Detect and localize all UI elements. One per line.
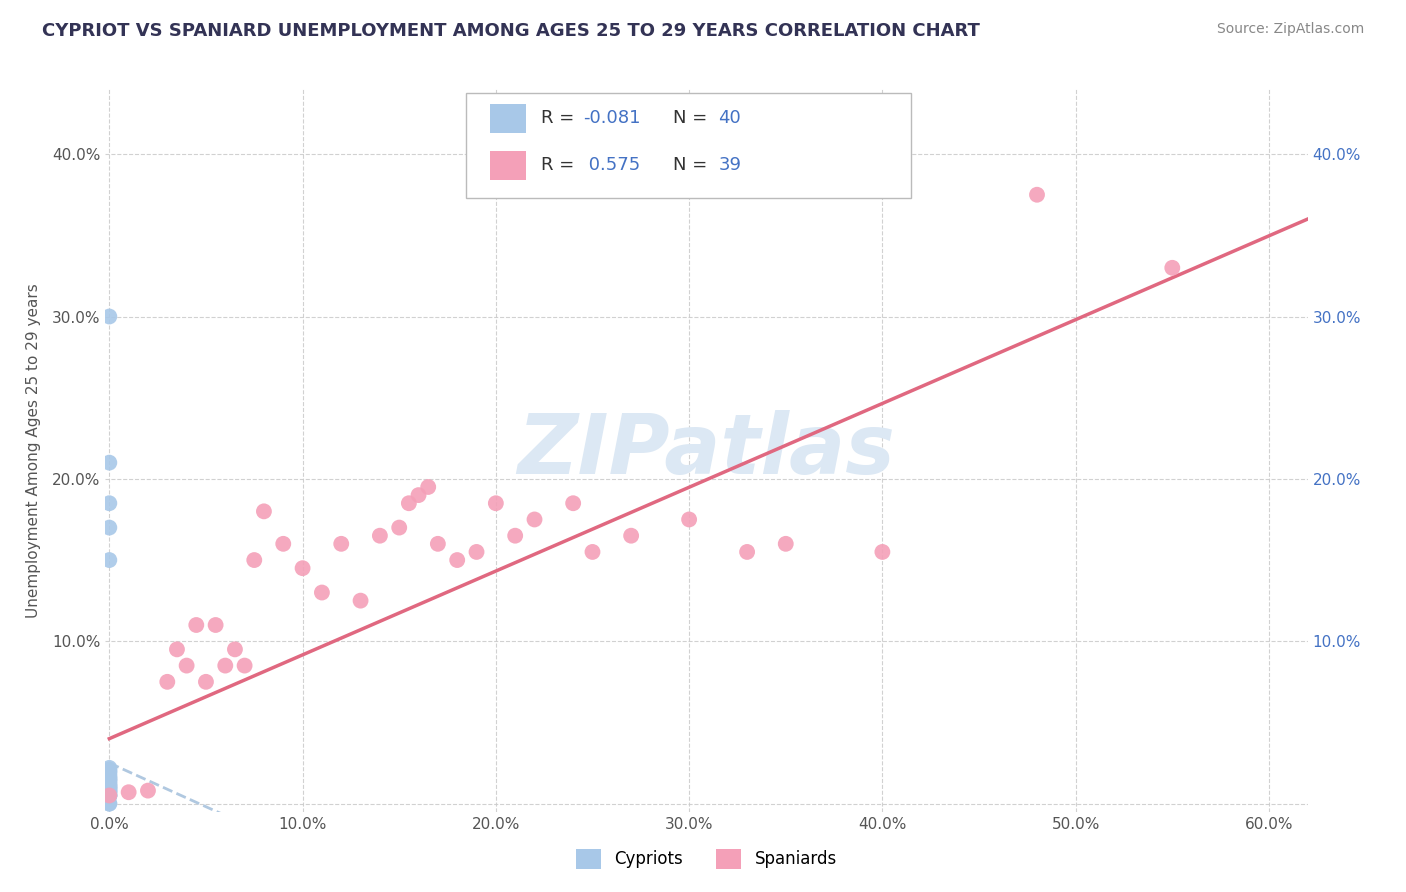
Text: -0.081: -0.081 xyxy=(582,109,640,127)
Point xyxy=(194,674,217,689)
Point xyxy=(98,780,121,795)
Point xyxy=(98,496,121,510)
Point xyxy=(98,785,121,799)
Point xyxy=(233,658,256,673)
Text: 0.575: 0.575 xyxy=(582,156,640,174)
Y-axis label: Unemployment Among Ages 25 to 29 years: Unemployment Among Ages 25 to 29 years xyxy=(25,283,41,618)
Point xyxy=(503,529,526,543)
Point xyxy=(166,642,188,657)
Text: R =: R = xyxy=(541,156,579,174)
Point xyxy=(523,512,546,526)
Point xyxy=(98,764,121,778)
FancyBboxPatch shape xyxy=(491,103,526,133)
Point xyxy=(98,771,121,785)
Point xyxy=(446,553,468,567)
Text: Source: ZipAtlas.com: Source: ZipAtlas.com xyxy=(1216,22,1364,37)
Text: R =: R = xyxy=(541,109,579,127)
Point xyxy=(98,775,121,789)
Point xyxy=(620,529,643,543)
Point xyxy=(98,763,121,777)
Point xyxy=(98,779,121,793)
Text: N =: N = xyxy=(673,156,713,174)
Point xyxy=(136,783,159,797)
Point xyxy=(98,780,121,795)
Point xyxy=(291,561,314,575)
Point xyxy=(98,769,121,783)
Point xyxy=(485,496,508,510)
Point xyxy=(98,767,121,781)
Point xyxy=(311,585,333,599)
Point xyxy=(98,782,121,797)
Point xyxy=(388,520,411,534)
Point xyxy=(581,545,603,559)
Point xyxy=(204,618,226,632)
Point xyxy=(176,658,198,673)
Point xyxy=(349,593,371,607)
Point xyxy=(98,772,121,787)
Point xyxy=(98,310,121,324)
Point xyxy=(872,545,894,559)
Point xyxy=(214,658,236,673)
Point xyxy=(1026,187,1049,202)
Legend: Cypriots, Spaniards: Cypriots, Spaniards xyxy=(569,842,844,876)
Point xyxy=(243,553,266,567)
Point xyxy=(98,520,121,534)
Point xyxy=(98,789,121,803)
Point xyxy=(98,777,121,791)
Point xyxy=(98,785,121,799)
Point xyxy=(98,789,121,803)
Point xyxy=(271,537,294,551)
Point xyxy=(735,545,758,559)
Point xyxy=(98,789,121,803)
Point xyxy=(98,553,121,567)
Point xyxy=(775,537,797,551)
Text: 39: 39 xyxy=(718,156,741,174)
FancyBboxPatch shape xyxy=(491,151,526,179)
Point xyxy=(426,537,449,551)
Point xyxy=(253,504,276,518)
Point xyxy=(98,779,121,793)
Point xyxy=(418,480,440,494)
Point xyxy=(98,797,121,811)
Point xyxy=(98,761,121,775)
Point xyxy=(98,456,121,470)
Point xyxy=(398,496,420,510)
Point xyxy=(98,765,121,780)
Point xyxy=(98,785,121,799)
Text: N =: N = xyxy=(673,109,713,127)
Point xyxy=(224,642,246,657)
Text: ZIPatlas: ZIPatlas xyxy=(517,410,896,491)
Point xyxy=(98,764,121,778)
Point xyxy=(98,773,121,788)
Point xyxy=(465,545,488,559)
FancyBboxPatch shape xyxy=(465,93,911,198)
Point xyxy=(156,674,179,689)
Text: CYPRIOT VS SPANIARD UNEMPLOYMENT AMONG AGES 25 TO 29 YEARS CORRELATION CHART: CYPRIOT VS SPANIARD UNEMPLOYMENT AMONG A… xyxy=(42,22,980,40)
Point xyxy=(98,777,121,791)
Point xyxy=(368,529,391,543)
Point xyxy=(98,783,121,797)
Point xyxy=(98,789,121,803)
Point xyxy=(98,772,121,787)
Text: 40: 40 xyxy=(718,109,741,127)
Point xyxy=(330,537,353,551)
Point xyxy=(678,512,700,526)
Point xyxy=(408,488,430,502)
Point xyxy=(98,780,121,795)
Point xyxy=(562,496,585,510)
Point xyxy=(186,618,208,632)
Point xyxy=(98,782,121,797)
Point xyxy=(98,797,121,811)
Point xyxy=(98,789,121,803)
Point xyxy=(1161,260,1184,275)
Point xyxy=(98,773,121,788)
Point xyxy=(98,783,121,797)
Point xyxy=(117,785,139,799)
Point xyxy=(98,771,121,785)
Point xyxy=(98,789,121,803)
